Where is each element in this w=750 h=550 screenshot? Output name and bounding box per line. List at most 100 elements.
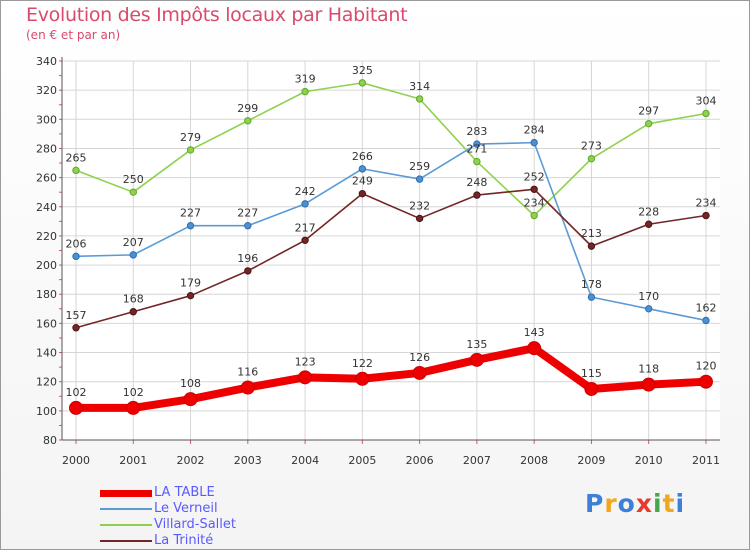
data-point-villard-sallet — [129, 188, 137, 196]
y-tick-label: 280 — [36, 142, 57, 155]
data-label-la-table: 108 — [180, 377, 201, 390]
data-point-la-trinit- — [530, 185, 538, 193]
data-label-villard-sallet: 265 — [66, 151, 87, 164]
legend-item-la-table[interactable]: LA TABLE — [100, 485, 236, 501]
data-label-la-trinit-: 179 — [180, 277, 201, 290]
data-point-villard-sallet — [244, 117, 252, 125]
data-point-la-table — [469, 352, 484, 367]
data-point-la-table — [355, 371, 370, 386]
data-label-la-table: 122 — [352, 357, 373, 370]
data-label-le-verneil: 242 — [295, 185, 316, 198]
data-label-la-trinit-: 168 — [123, 293, 144, 306]
data-point-villard-sallet — [702, 109, 710, 118]
y-tick-label: 320 — [36, 84, 57, 97]
logo-letter: i — [675, 489, 686, 518]
data-label-la-trinit-: 252 — [524, 170, 545, 183]
series-line-le-verneil — [75, 141, 707, 322]
data-point-villard-sallet — [415, 95, 424, 103]
y-tick-label: 120 — [36, 376, 57, 389]
data-label-le-verneil: 207 — [123, 236, 144, 249]
data-point-la-trinit- — [702, 211, 710, 220]
data-label-le-verneil: 227 — [180, 207, 201, 220]
legend-swatch — [100, 540, 152, 542]
data-label-la-table: 123 — [295, 355, 316, 368]
data-label-la-table: 143 — [524, 326, 545, 339]
data-label-villard-sallet: 250 — [123, 173, 144, 186]
data-label-le-verneil: 227 — [237, 207, 258, 220]
data-label-le-verneil: 284 — [524, 124, 545, 137]
data-point-villard-sallet — [358, 79, 367, 87]
y-tick-label: 300 — [36, 113, 57, 126]
data-label-la-table: 118 — [638, 363, 659, 376]
x-tick-label: 2008 — [520, 454, 548, 467]
data-point-le-verneil — [72, 252, 80, 261]
data-label-la-trinit-: 248 — [466, 176, 487, 189]
x-tick-label: 2003 — [234, 454, 262, 467]
chart-subtitle: (en € et par an) — [26, 28, 121, 42]
data-point-le-verneil — [129, 251, 137, 259]
legend-label: La Trinité — [154, 533, 214, 548]
data-point-la-trinit- — [587, 242, 596, 250]
data-point-villard-sallet — [186, 146, 195, 154]
data-label-la-trinit-: 196 — [237, 252, 258, 265]
data-point-le-verneil — [587, 293, 596, 301]
data-point-villard-sallet — [72, 166, 80, 175]
y-tick-label: 260 — [36, 172, 57, 185]
data-point-le-verneil — [645, 305, 653, 313]
data-point-villard-sallet — [301, 87, 309, 96]
data-point-le-verneil — [530, 138, 538, 147]
data-label-la-trinit-: 217 — [295, 221, 316, 234]
data-label-la-table: 115 — [581, 367, 602, 380]
x-tick-label: 2006 — [406, 454, 434, 467]
legend-item-la-trinite[interactable]: La Trinité — [100, 533, 236, 549]
x-tick-label: 2000 — [62, 454, 90, 467]
data-point-villard-sallet — [473, 157, 481, 166]
legend-item-le-verneil[interactable]: Le Verneil — [100, 501, 236, 517]
data-label-la-table: 135 — [466, 338, 487, 351]
data-point-la-trinit- — [186, 291, 195, 300]
x-tick-label: 2001 — [119, 454, 147, 467]
data-label-le-verneil: 283 — [466, 125, 487, 138]
series-line-la-table — [72, 344, 710, 412]
y-tick-label: 80 — [43, 434, 57, 447]
data-label-villard-sallet: 297 — [638, 105, 659, 118]
data-label-le-verneil: 170 — [638, 290, 659, 303]
data-label-villard-sallet: 314 — [409, 80, 430, 93]
series-line-la-trinit- — [75, 188, 707, 329]
data-label-la-table: 116 — [237, 366, 258, 379]
data-point-la-table — [298, 370, 313, 385]
data-label-la-trinit-: 249 — [352, 175, 373, 188]
data-point-la-table — [412, 365, 427, 380]
data-point-le-verneil — [702, 316, 710, 325]
logo-letter: t — [662, 489, 676, 518]
data-label-le-verneil: 259 — [409, 160, 430, 173]
y-tick-label: 340 — [36, 55, 57, 68]
data-label-villard-sallet: 319 — [295, 73, 316, 86]
y-tick-label: 220 — [36, 230, 57, 243]
data-label-villard-sallet: 234 — [524, 197, 545, 210]
data-point-la-table — [698, 374, 713, 389]
data-point-la-table — [240, 380, 255, 395]
logo-letter: P — [585, 489, 605, 518]
legend-label: Villard-Sallet — [154, 517, 237, 532]
logo-letter: x — [635, 489, 653, 518]
data-point-la-trinit- — [72, 324, 80, 332]
data-point-la-trinit- — [129, 308, 137, 316]
y-tick-label: 180 — [36, 288, 57, 301]
data-label-la-trinit-: 234 — [695, 197, 716, 210]
data-point-villard-sallet — [587, 154, 596, 163]
data-point-la-trinit- — [358, 189, 367, 198]
data-label-la-trinit-: 232 — [409, 199, 430, 212]
data-point-la-trinit- — [415, 214, 424, 223]
legend-item-villard-sallet[interactable]: Villard-Sallet — [100, 517, 236, 533]
data-label-villard-sallet: 273 — [581, 140, 602, 153]
data-label-le-verneil: 266 — [352, 150, 373, 163]
legend-swatch — [100, 508, 152, 510]
data-label-villard-sallet: 279 — [180, 131, 201, 144]
data-point-la-table — [527, 341, 542, 356]
data-point-la-table — [69, 400, 83, 415]
legend-swatch — [100, 489, 152, 497]
y-tick-label: 140 — [36, 347, 57, 360]
data-point-la-table — [183, 392, 198, 407]
